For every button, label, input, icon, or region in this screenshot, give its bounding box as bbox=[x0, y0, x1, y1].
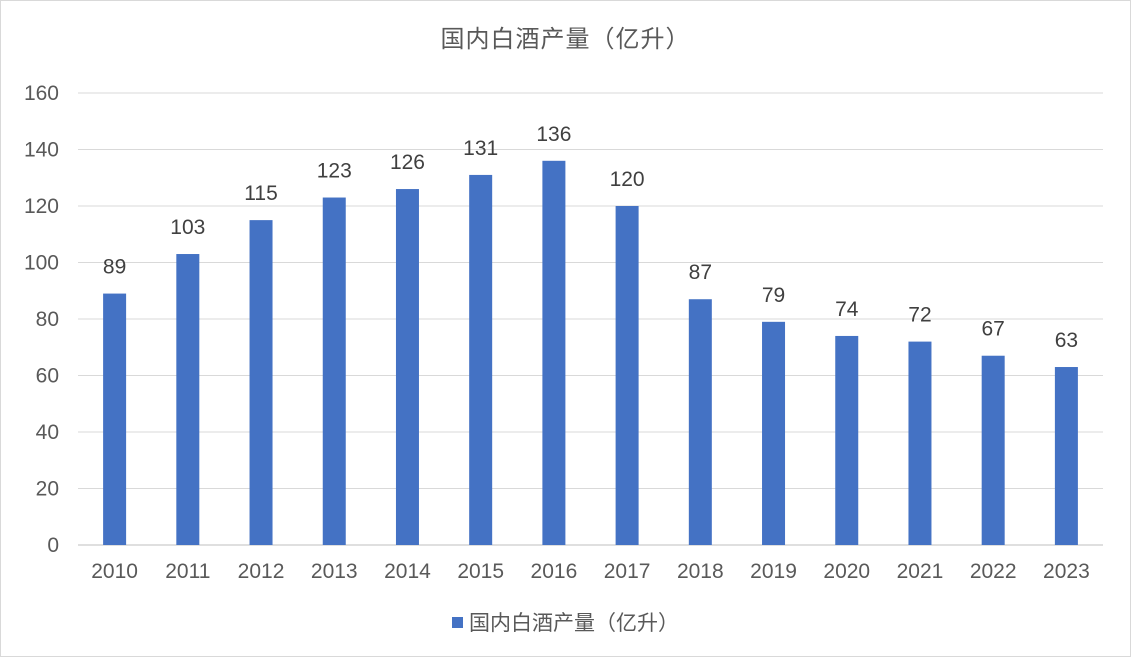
y-axis: 0 20 40 60 80 100 120 140 160 bbox=[24, 82, 59, 557]
data-label: 87 bbox=[689, 261, 712, 284]
data-label: 63 bbox=[1055, 329, 1078, 352]
data-label: 120 bbox=[610, 168, 645, 191]
x-tick-label: 2013 bbox=[311, 560, 358, 583]
bars bbox=[103, 160, 1078, 546]
data-label: 136 bbox=[536, 123, 571, 146]
x-tick-label: 2018 bbox=[677, 560, 724, 583]
data-label: 72 bbox=[908, 304, 931, 327]
bar bbox=[981, 355, 1005, 545]
x-tick-label: 2011 bbox=[165, 560, 210, 583]
y-tick-label: 40 bbox=[36, 421, 59, 444]
x-axis: 2010 2011 2012 2013 2014 2015 2016 2017 2018 2019… bbox=[91, 560, 1090, 583]
data-label: 103 bbox=[170, 216, 205, 239]
data-label: 115 bbox=[244, 182, 277, 205]
bar bbox=[542, 160, 566, 546]
bar bbox=[176, 254, 200, 545]
data-label: 74 bbox=[835, 298, 859, 321]
bar bbox=[615, 206, 639, 545]
x-tick-label: 2017 bbox=[604, 560, 651, 583]
bar bbox=[762, 321, 786, 545]
bar bbox=[688, 299, 712, 545]
y-tick-label: 120 bbox=[24, 195, 59, 218]
y-tick-label: 0 bbox=[47, 534, 59, 557]
legend-label: 国内白酒产量（亿升） bbox=[469, 611, 679, 635]
x-tick-label: 2023 bbox=[1043, 560, 1090, 583]
chart-title: 国内白酒产量（亿升） bbox=[440, 25, 691, 53]
bar bbox=[322, 197, 346, 545]
data-labels: 89 103 115 123 126 131 136 120 87 79 74 72 67 63 bbox=[103, 123, 1078, 352]
data-label: 131 bbox=[463, 137, 498, 160]
x-tick-label: 2020 bbox=[823, 560, 870, 583]
bar bbox=[1054, 367, 1078, 545]
x-tick-label: 2014 bbox=[384, 560, 431, 583]
y-tick-label: 140 bbox=[24, 139, 59, 162]
x-tick-label: 2015 bbox=[457, 560, 504, 583]
bar bbox=[908, 341, 932, 545]
x-tick-label: 2016 bbox=[531, 560, 578, 583]
grid-lines bbox=[78, 92, 1103, 546]
bar bbox=[249, 220, 273, 545]
x-tick-label: 2022 bbox=[970, 560, 1017, 583]
x-tick-label: 2019 bbox=[750, 560, 797, 583]
y-tick-label: 80 bbox=[36, 308, 59, 331]
y-tick-label: 20 bbox=[36, 478, 59, 501]
legend-swatch bbox=[452, 616, 463, 628]
legend: 国内白酒产量（亿升） bbox=[1, 607, 1130, 637]
data-label: 67 bbox=[981, 318, 1004, 341]
data-label: 89 bbox=[103, 256, 126, 279]
data-label: 126 bbox=[390, 151, 425, 174]
x-tick-label: 2012 bbox=[238, 560, 285, 583]
data-label: 79 bbox=[762, 284, 785, 307]
bar bbox=[103, 293, 127, 545]
x-tick-label: 2021 bbox=[897, 560, 944, 583]
bar bbox=[395, 189, 419, 546]
y-tick-label: 160 bbox=[24, 82, 59, 105]
data-label: 123 bbox=[317, 160, 352, 183]
y-tick-label: 100 bbox=[24, 252, 59, 275]
x-tick-label: 2010 bbox=[91, 560, 138, 583]
bar bbox=[469, 174, 493, 546]
y-tick-label: 60 bbox=[36, 365, 59, 388]
bar bbox=[835, 335, 859, 545]
